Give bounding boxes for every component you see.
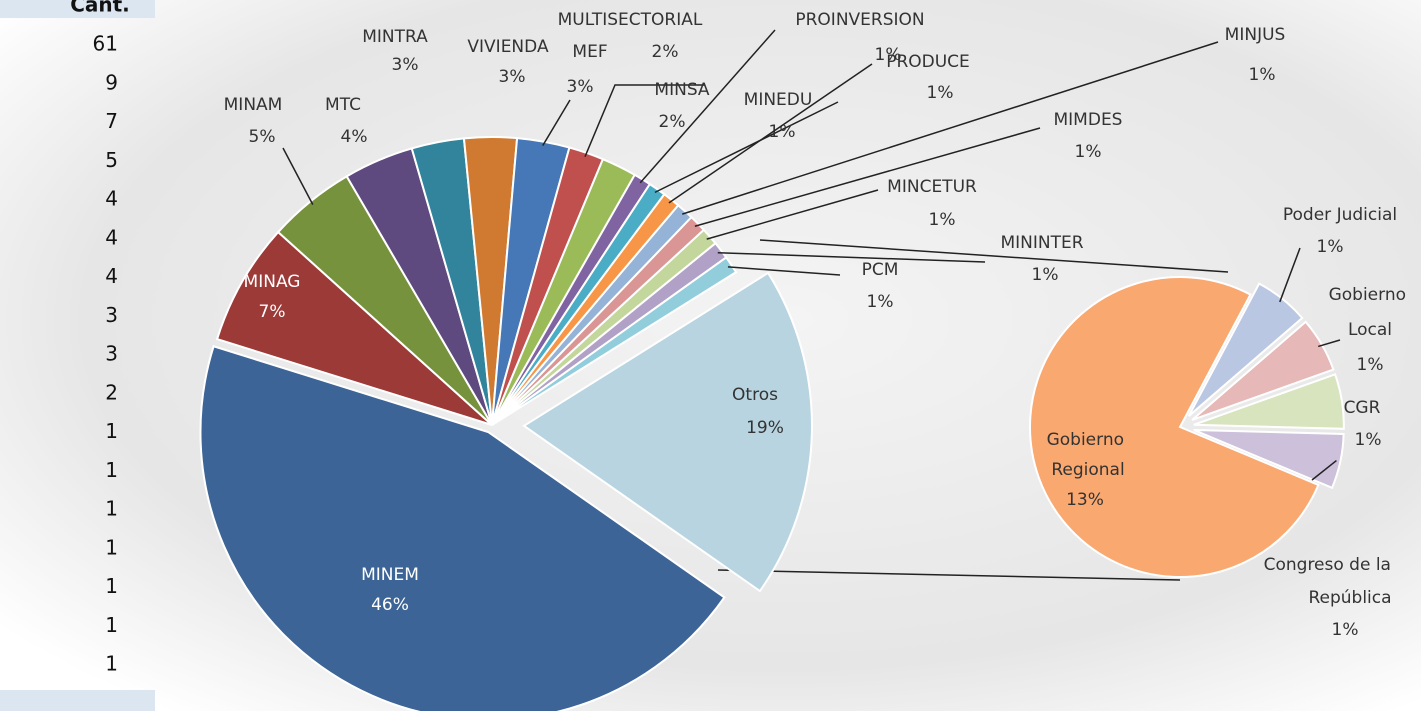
slice-label: MEF bbox=[572, 42, 607, 62]
slice-value-label: 1% bbox=[769, 122, 796, 142]
table-cell: 1 bbox=[105, 613, 118, 637]
connector bbox=[759, 239, 1229, 273]
table-cell: 3 bbox=[105, 342, 118, 366]
slice-label: MINAM bbox=[224, 95, 283, 115]
slice-value-label: 1% bbox=[1355, 430, 1382, 450]
slice-label: MINAG bbox=[244, 272, 301, 292]
slice-label: PRODUCE bbox=[886, 52, 970, 72]
leader-line bbox=[639, 29, 776, 184]
table-cell: 4 bbox=[105, 187, 118, 211]
pie-slice bbox=[1191, 320, 1335, 421]
label-line: Local bbox=[1348, 320, 1392, 340]
label-line: Gobierno bbox=[1047, 430, 1130, 450]
leader-line bbox=[706, 189, 879, 240]
slice-value-label: 1% bbox=[1317, 237, 1344, 257]
slice-label: Gobierno Regional bbox=[1047, 430, 1130, 480]
leader-line bbox=[584, 84, 705, 157]
leader-line bbox=[727, 266, 841, 276]
slice-label: CGR bbox=[1344, 398, 1381, 418]
leader-line bbox=[694, 127, 1041, 227]
label-line: Gobierno bbox=[1329, 285, 1412, 305]
slice-value-label: 46% bbox=[371, 595, 409, 615]
slice-value-label: 7% bbox=[259, 302, 286, 322]
slice-label: Gobierno Local bbox=[1329, 285, 1412, 340]
label-line: Congreso de la bbox=[1264, 555, 1397, 575]
leader-line bbox=[1318, 339, 1341, 348]
slice-label: Poder Judicial bbox=[1283, 205, 1397, 225]
slice-value-label: 1% bbox=[875, 45, 902, 65]
table-cell: 7 bbox=[105, 109, 118, 133]
pie-slice bbox=[215, 230, 493, 426]
leader-line bbox=[668, 63, 873, 204]
connector bbox=[717, 569, 1181, 581]
slice-label: MINEDU bbox=[744, 90, 813, 110]
slice-label: MINSA bbox=[654, 80, 710, 100]
pie-slice bbox=[491, 256, 738, 426]
slice-value-label: 3% bbox=[567, 77, 594, 97]
slice-label: PCM bbox=[862, 260, 899, 280]
table-cell: 3 bbox=[105, 303, 118, 327]
table-cell: 1 bbox=[105, 419, 118, 443]
table-cell: 1 bbox=[105, 458, 118, 482]
slice-value-label: 19% bbox=[746, 418, 784, 438]
table-header: Cant. bbox=[70, 0, 130, 17]
slice-label: PROINVERSION bbox=[795, 10, 924, 30]
table-cell: 1 bbox=[105, 497, 118, 521]
slice-label: MINTRA bbox=[362, 27, 428, 47]
table-cell: 9 bbox=[105, 70, 118, 94]
slice-label: MINJUS bbox=[1225, 25, 1286, 45]
slice-label: MINEM bbox=[361, 565, 419, 585]
leader-line bbox=[654, 101, 839, 194]
table-cell: 61 bbox=[93, 32, 118, 56]
label-line: República bbox=[1308, 588, 1391, 608]
table-cell: 1 bbox=[105, 652, 118, 676]
leader-line bbox=[542, 99, 571, 146]
slice-label: MININTER bbox=[1000, 233, 1083, 253]
table-cell: 2 bbox=[105, 380, 118, 404]
slice-value-label: 1% bbox=[1075, 142, 1102, 162]
slice-label: MULTISECTORIAL bbox=[558, 10, 703, 30]
pie-slice bbox=[1187, 282, 1304, 417]
slice-value-label: 13% bbox=[1066, 490, 1104, 510]
pie-slice bbox=[1193, 373, 1345, 430]
slice-label: MTC bbox=[325, 95, 361, 115]
table-cell: 4 bbox=[105, 264, 118, 288]
leader-line bbox=[717, 251, 986, 263]
slice-value-label: 1% bbox=[1332, 620, 1359, 640]
leader-line bbox=[1279, 247, 1301, 303]
slice-value-label: 2% bbox=[652, 42, 679, 62]
leader-line bbox=[682, 41, 1219, 215]
slice-value-label: 1% bbox=[927, 83, 954, 103]
slice-value-label: 3% bbox=[392, 55, 419, 75]
table-cell: 5 bbox=[105, 148, 118, 172]
slice-value-label: 1% bbox=[929, 210, 956, 230]
slice-value-label: 1% bbox=[1032, 265, 1059, 285]
leader-line bbox=[282, 147, 314, 206]
slice-label: MINCETUR bbox=[887, 177, 977, 197]
slice-value-label: 3% bbox=[499, 67, 526, 87]
slice-value-label: 5% bbox=[249, 127, 276, 147]
pie-slice bbox=[1029, 276, 1320, 578]
slice-value-label: 2% bbox=[659, 112, 686, 132]
slice-label: MIMDES bbox=[1054, 110, 1123, 130]
label-line: Regional bbox=[1051, 460, 1124, 480]
slice-label: Otros bbox=[732, 385, 778, 405]
pie-slice bbox=[522, 271, 813, 593]
slice-value-label: 1% bbox=[1357, 355, 1384, 375]
slice-value-label: 1% bbox=[867, 292, 894, 312]
pie-slice bbox=[1193, 428, 1345, 490]
table-header-bg bbox=[0, 0, 155, 18]
slice-value-label: 1% bbox=[1249, 65, 1276, 85]
slice-value-label: 4% bbox=[341, 127, 368, 147]
table-cell: 4 bbox=[105, 225, 118, 249]
table-cell: 1 bbox=[105, 574, 118, 598]
leader-line bbox=[1311, 459, 1337, 481]
slice-label: Congreso de la República bbox=[1264, 555, 1397, 608]
table-footer-bg bbox=[0, 690, 155, 711]
slice-label: VIVIENDA bbox=[467, 37, 549, 57]
pie-slice bbox=[199, 345, 726, 711]
table-cell: 1 bbox=[105, 535, 118, 559]
